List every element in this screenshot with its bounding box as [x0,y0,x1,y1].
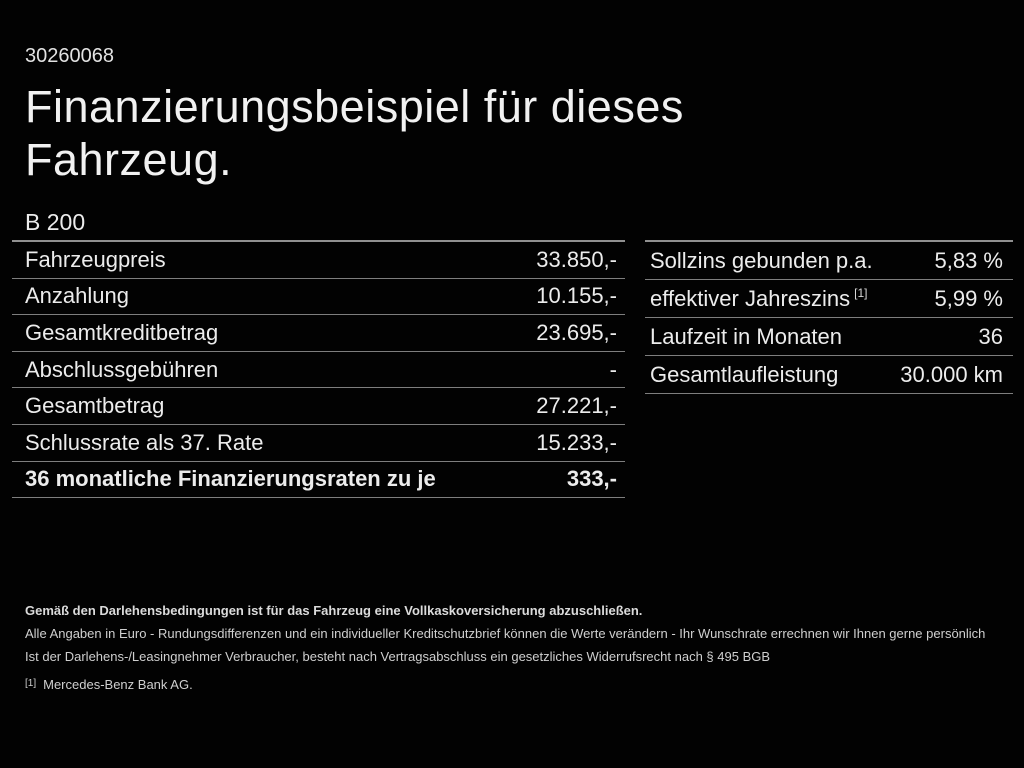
row-label: effektiver Jahreszins [1] [650,286,867,312]
row-label: Gesamtbetrag [25,393,165,419]
row-label-text: effektiver Jahreszins [650,285,851,311]
legal-footer: Gemäß den Darlehensbedingungen ist für d… [25,603,1000,700]
footnote-text: Mercedes-Benz Bank AG. [43,677,193,692]
row-value: 5,83 % [934,247,1004,273]
table-row-laufzeit: Laufzeit in Monaten 36 [645,318,1013,356]
row-value: 33.850,- [536,246,617,272]
offer-id: 30260068 [25,45,114,67]
table-row-gesamtkreditbetrag: Gesamtkreditbetrag 23.695,- [12,315,625,352]
row-label: Anzahlung [25,283,129,309]
table-row-abschlussgebuehren: Abschlussgebühren - [12,352,625,389]
row-label: Fahrzeugpreis [25,246,166,272]
row-label: Gesamtlaufleistung [650,361,839,387]
page-title-line1: Finanzierungsbeispiel für dieses [25,81,684,132]
row-label: Sollzins gebunden p.a. [650,247,873,273]
financing-table: Fahrzeugpreis 33.850,- Anzahlung 10.155,… [12,240,625,499]
row-label: Schlussrate als 37. Rate [25,429,264,455]
conditions-table: Sollzins gebunden p.a. 5,83 % effektiver… [645,240,1013,394]
row-value: 5,99 % [934,285,1004,311]
row-value: - [609,356,617,382]
footnote-marker: [1] [25,678,37,689]
table-row-fahrzeugpreis: Fahrzeugpreis 33.850,- [12,242,625,279]
withdrawal-note: Ist der Darlehens-/Leasingnehmer Verbrau… [25,649,771,664]
row-value: 23.695,- [536,319,617,345]
row-label: Gesamtkreditbetrag [25,319,219,345]
row-value: 15.233,- [536,429,617,455]
row-value: 30.000 km [900,361,1003,387]
table-row-schlussrate: Schlussrate als 37. Rate 15.233,- [12,425,625,462]
page-title: Finanzierungsbeispiel für dieses Fahrzeu… [25,80,684,186]
row-value: 27.221,- [536,393,617,419]
table-row-sollzins: Sollzins gebunden p.a. 5,83 % [645,242,1013,280]
footnote-superscript: [1] [854,285,868,300]
table-row-monatsrate: 36 monatliche Finanzierungsraten zu je 3… [12,462,625,499]
disclaimer-note: Alle Angaben in Euro - Rundungsdifferenz… [25,626,986,641]
row-label: Laufzeit in Monaten [650,323,843,349]
row-value: 333,- [566,466,617,492]
row-label: 36 monatliche Finanzierungsraten zu je [25,466,436,492]
row-value: 10.155,- [536,283,617,309]
table-row-effektiver-jahreszins: effektiver Jahreszins [1] 5,99 % [645,280,1013,318]
footnote-line: [1] Mercedes-Benz Bank AG. [25,676,1000,692]
table-row-anzahlung: Anzahlung 10.155,- [12,279,625,316]
table-row-gesamtbetrag: Gesamtbetrag 27.221,- [12,388,625,425]
row-label: Abschlussgebühren [25,356,219,382]
page-title-line2: Fahrzeug. [25,134,233,185]
insurance-note: Gemäß den Darlehensbedingungen ist für d… [25,603,643,618]
table-row-gesamtlaufleistung: Gesamtlaufleistung 30.000 km [645,356,1013,394]
row-value: 36 [978,323,1003,349]
vehicle-model: B 200 [25,209,86,235]
